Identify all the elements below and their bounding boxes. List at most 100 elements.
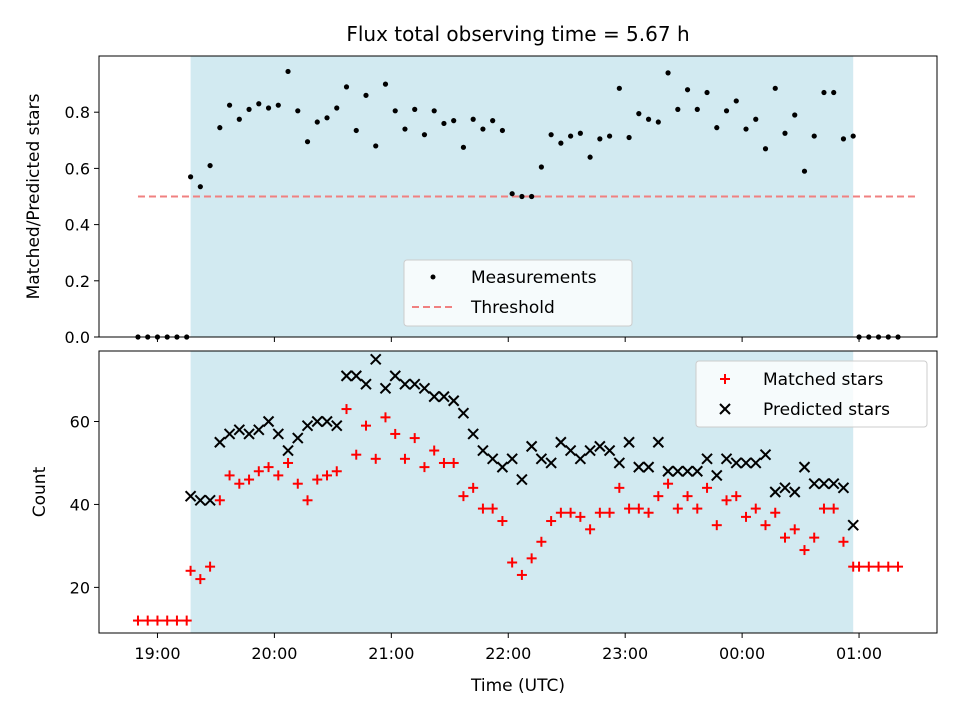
measurement-point bbox=[714, 125, 720, 131]
predicted-star-point bbox=[808, 477, 820, 490]
measurement-point bbox=[655, 119, 661, 125]
measurement-point bbox=[538, 164, 544, 170]
measurement-point bbox=[577, 130, 583, 136]
predicted-star-point bbox=[730, 457, 742, 469]
predicted-star-point bbox=[243, 428, 255, 440]
matched-star-point bbox=[497, 516, 508, 527]
measurement-point bbox=[441, 120, 447, 127]
top-legend-box bbox=[403, 259, 633, 327]
matched-star-point bbox=[448, 457, 459, 468]
bottom-axes-frame bbox=[98, 350, 938, 634]
legend-predicted-glyph bbox=[719, 403, 731, 415]
predicted-star-point bbox=[311, 415, 323, 428]
predicted-star-point bbox=[701, 453, 713, 465]
y-tick-label: 0.4 bbox=[65, 216, 90, 235]
matched-star-point bbox=[399, 453, 410, 464]
measurement-point bbox=[451, 118, 457, 124]
predicted-star-point bbox=[223, 428, 236, 440]
measurement-point bbox=[626, 134, 632, 141]
x-tick-label: 19:00 bbox=[134, 644, 180, 663]
predicted-star-point bbox=[292, 432, 304, 444]
measurement-point bbox=[382, 81, 389, 87]
matched-star-point bbox=[873, 561, 884, 572]
matched-star-point bbox=[731, 491, 742, 502]
predicted-star-point bbox=[418, 382, 431, 395]
matched-star-point bbox=[893, 561, 904, 572]
measurement-point bbox=[684, 87, 691, 93]
matched-star-point bbox=[614, 482, 625, 493]
predicted-star-point bbox=[350, 370, 362, 382]
measurement-point bbox=[811, 133, 817, 139]
top-axes-frame bbox=[98, 55, 938, 338]
x-tick-label: 00:00 bbox=[719, 644, 765, 663]
matched-star-point bbox=[263, 462, 274, 473]
measurement-point bbox=[558, 140, 564, 146]
matched-star-point bbox=[390, 428, 401, 439]
matched-star-point bbox=[351, 449, 362, 460]
matched-star-point bbox=[799, 545, 810, 556]
measurement-point bbox=[548, 132, 554, 138]
matched-star-point bbox=[692, 503, 703, 514]
matched-star-point bbox=[883, 561, 894, 572]
matched-star-point bbox=[838, 536, 849, 547]
measurement-point bbox=[490, 118, 496, 124]
matched-star-point bbox=[273, 470, 284, 481]
matched-star-point bbox=[142, 615, 153, 626]
predicted-star-point bbox=[379, 382, 392, 395]
measurement-point bbox=[704, 89, 710, 96]
top-legend: Measurements Threshold bbox=[403, 259, 633, 327]
measurement-point bbox=[334, 105, 340, 111]
matched-star-point bbox=[322, 470, 333, 481]
predicted-star-point bbox=[204, 494, 216, 507]
predicted-star-point bbox=[584, 444, 596, 457]
matched-star-point bbox=[643, 507, 654, 518]
predicted-star-point bbox=[535, 453, 548, 465]
measurement-point bbox=[343, 84, 350, 90]
y-tick-label: 0.0 bbox=[65, 328, 90, 347]
measurement-point bbox=[470, 116, 476, 122]
measurement-point bbox=[246, 106, 252, 112]
measurement-point bbox=[324, 115, 330, 121]
measurement-point bbox=[256, 101, 262, 107]
matched-star-point bbox=[283, 457, 294, 468]
predicted-star-point bbox=[545, 457, 557, 469]
predicted-star-point bbox=[603, 444, 616, 457]
matched-star-point bbox=[341, 404, 352, 415]
chart-title: Flux total observing time = 5.67 h bbox=[346, 22, 689, 46]
y-tick-label: 0.6 bbox=[65, 159, 90, 178]
matched-star-point bbox=[854, 561, 865, 572]
measurement-point bbox=[753, 116, 759, 122]
matched-star-point bbox=[477, 503, 488, 514]
matched-star-point bbox=[750, 503, 761, 514]
matched-star-point bbox=[516, 569, 527, 580]
legend-threshold-label: Threshold bbox=[470, 298, 555, 318]
predicted-star-point bbox=[525, 440, 538, 453]
matched-star-point bbox=[312, 474, 323, 485]
predicted-star-point bbox=[496, 461, 509, 473]
measurement-point bbox=[665, 70, 671, 76]
measurement-point bbox=[421, 132, 428, 138]
matched-star-point bbox=[575, 511, 586, 522]
predicted-star-point bbox=[409, 378, 421, 390]
matched-star-point bbox=[526, 553, 537, 564]
predicted-star-point bbox=[360, 378, 372, 390]
measurement-point bbox=[460, 144, 467, 150]
predicted-star-point bbox=[555, 436, 567, 448]
measurement-point bbox=[723, 108, 730, 114]
matched-star-point bbox=[429, 445, 440, 456]
matched-star-point bbox=[555, 507, 566, 518]
predicted-star-point bbox=[642, 461, 655, 473]
measurement-point bbox=[265, 105, 272, 111]
measurement-point bbox=[850, 133, 856, 139]
measurement-point bbox=[217, 125, 223, 131]
matched-star-point bbox=[779, 532, 790, 543]
predicted-star-point bbox=[759, 448, 772, 461]
measurement-point bbox=[226, 102, 233, 108]
predicted-star-point bbox=[486, 453, 499, 465]
predicted-star-point bbox=[769, 486, 781, 498]
measurement-point bbox=[236, 116, 242, 122]
x-tick-label: 23:00 bbox=[602, 644, 648, 663]
matched-star-point bbox=[663, 478, 674, 489]
measurement-point bbox=[694, 106, 700, 112]
predicted-star-point bbox=[389, 370, 401, 382]
